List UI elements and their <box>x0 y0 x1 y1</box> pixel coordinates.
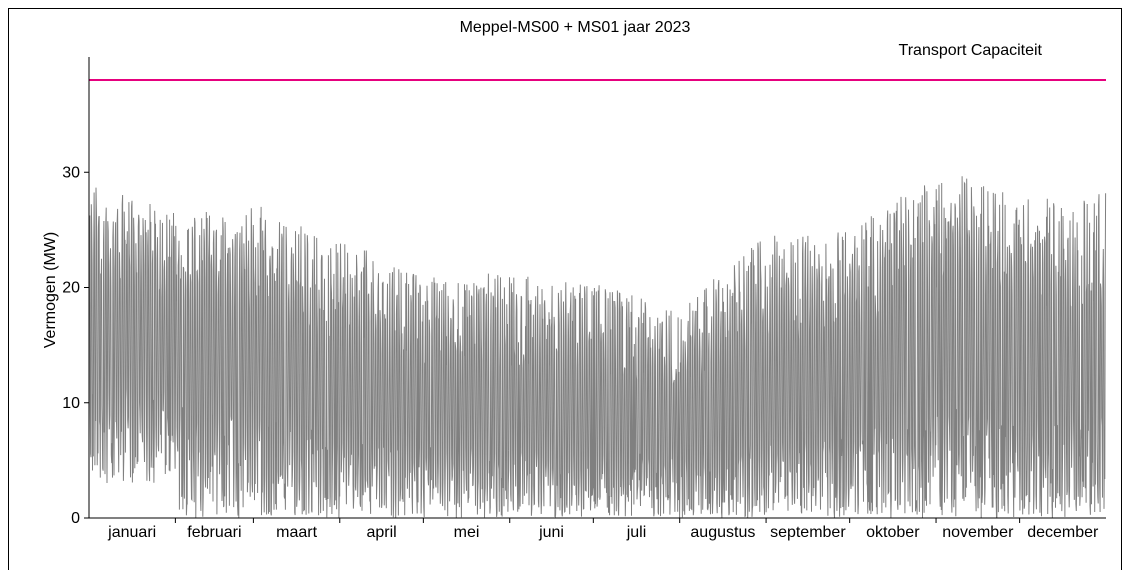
x-tick-label: november <box>942 524 1014 541</box>
y-axis-label: Vermogen (MW) <box>42 232 59 348</box>
y-tick-label: 30 <box>62 164 80 181</box>
x-axis: januari februari maart april mei juni juli augu… <box>107 518 1099 541</box>
x-tick-label: mei <box>454 524 480 541</box>
reference-line-label: Transport Capaciteit <box>899 42 1043 59</box>
x-tick-label: september <box>770 524 846 541</box>
y-tick-label: 0 <box>71 510 80 527</box>
y-axis: 0 10 20 30 <box>62 164 89 527</box>
chart-frame <box>8 8 1122 570</box>
x-tick-label: maart <box>276 524 317 541</box>
series-group <box>88 176 1107 519</box>
y-tick-label: 20 <box>62 280 80 297</box>
x-tick-label: april <box>366 524 396 541</box>
x-tick-label: december <box>1027 524 1099 541</box>
chart-title: Meppel-MS00 + MS01 jaar 2023 <box>460 19 691 36</box>
x-tick-label: oktober <box>866 524 920 541</box>
x-tick-label: januari <box>107 524 156 541</box>
y-tick-label: 10 <box>62 395 80 412</box>
x-tick-label: augustus <box>690 524 755 541</box>
series-line-vermogen <box>88 176 1107 519</box>
x-tick-label: februari <box>187 524 241 541</box>
x-tick-label: juni <box>538 524 564 541</box>
x-tick-label: juli <box>626 524 647 541</box>
